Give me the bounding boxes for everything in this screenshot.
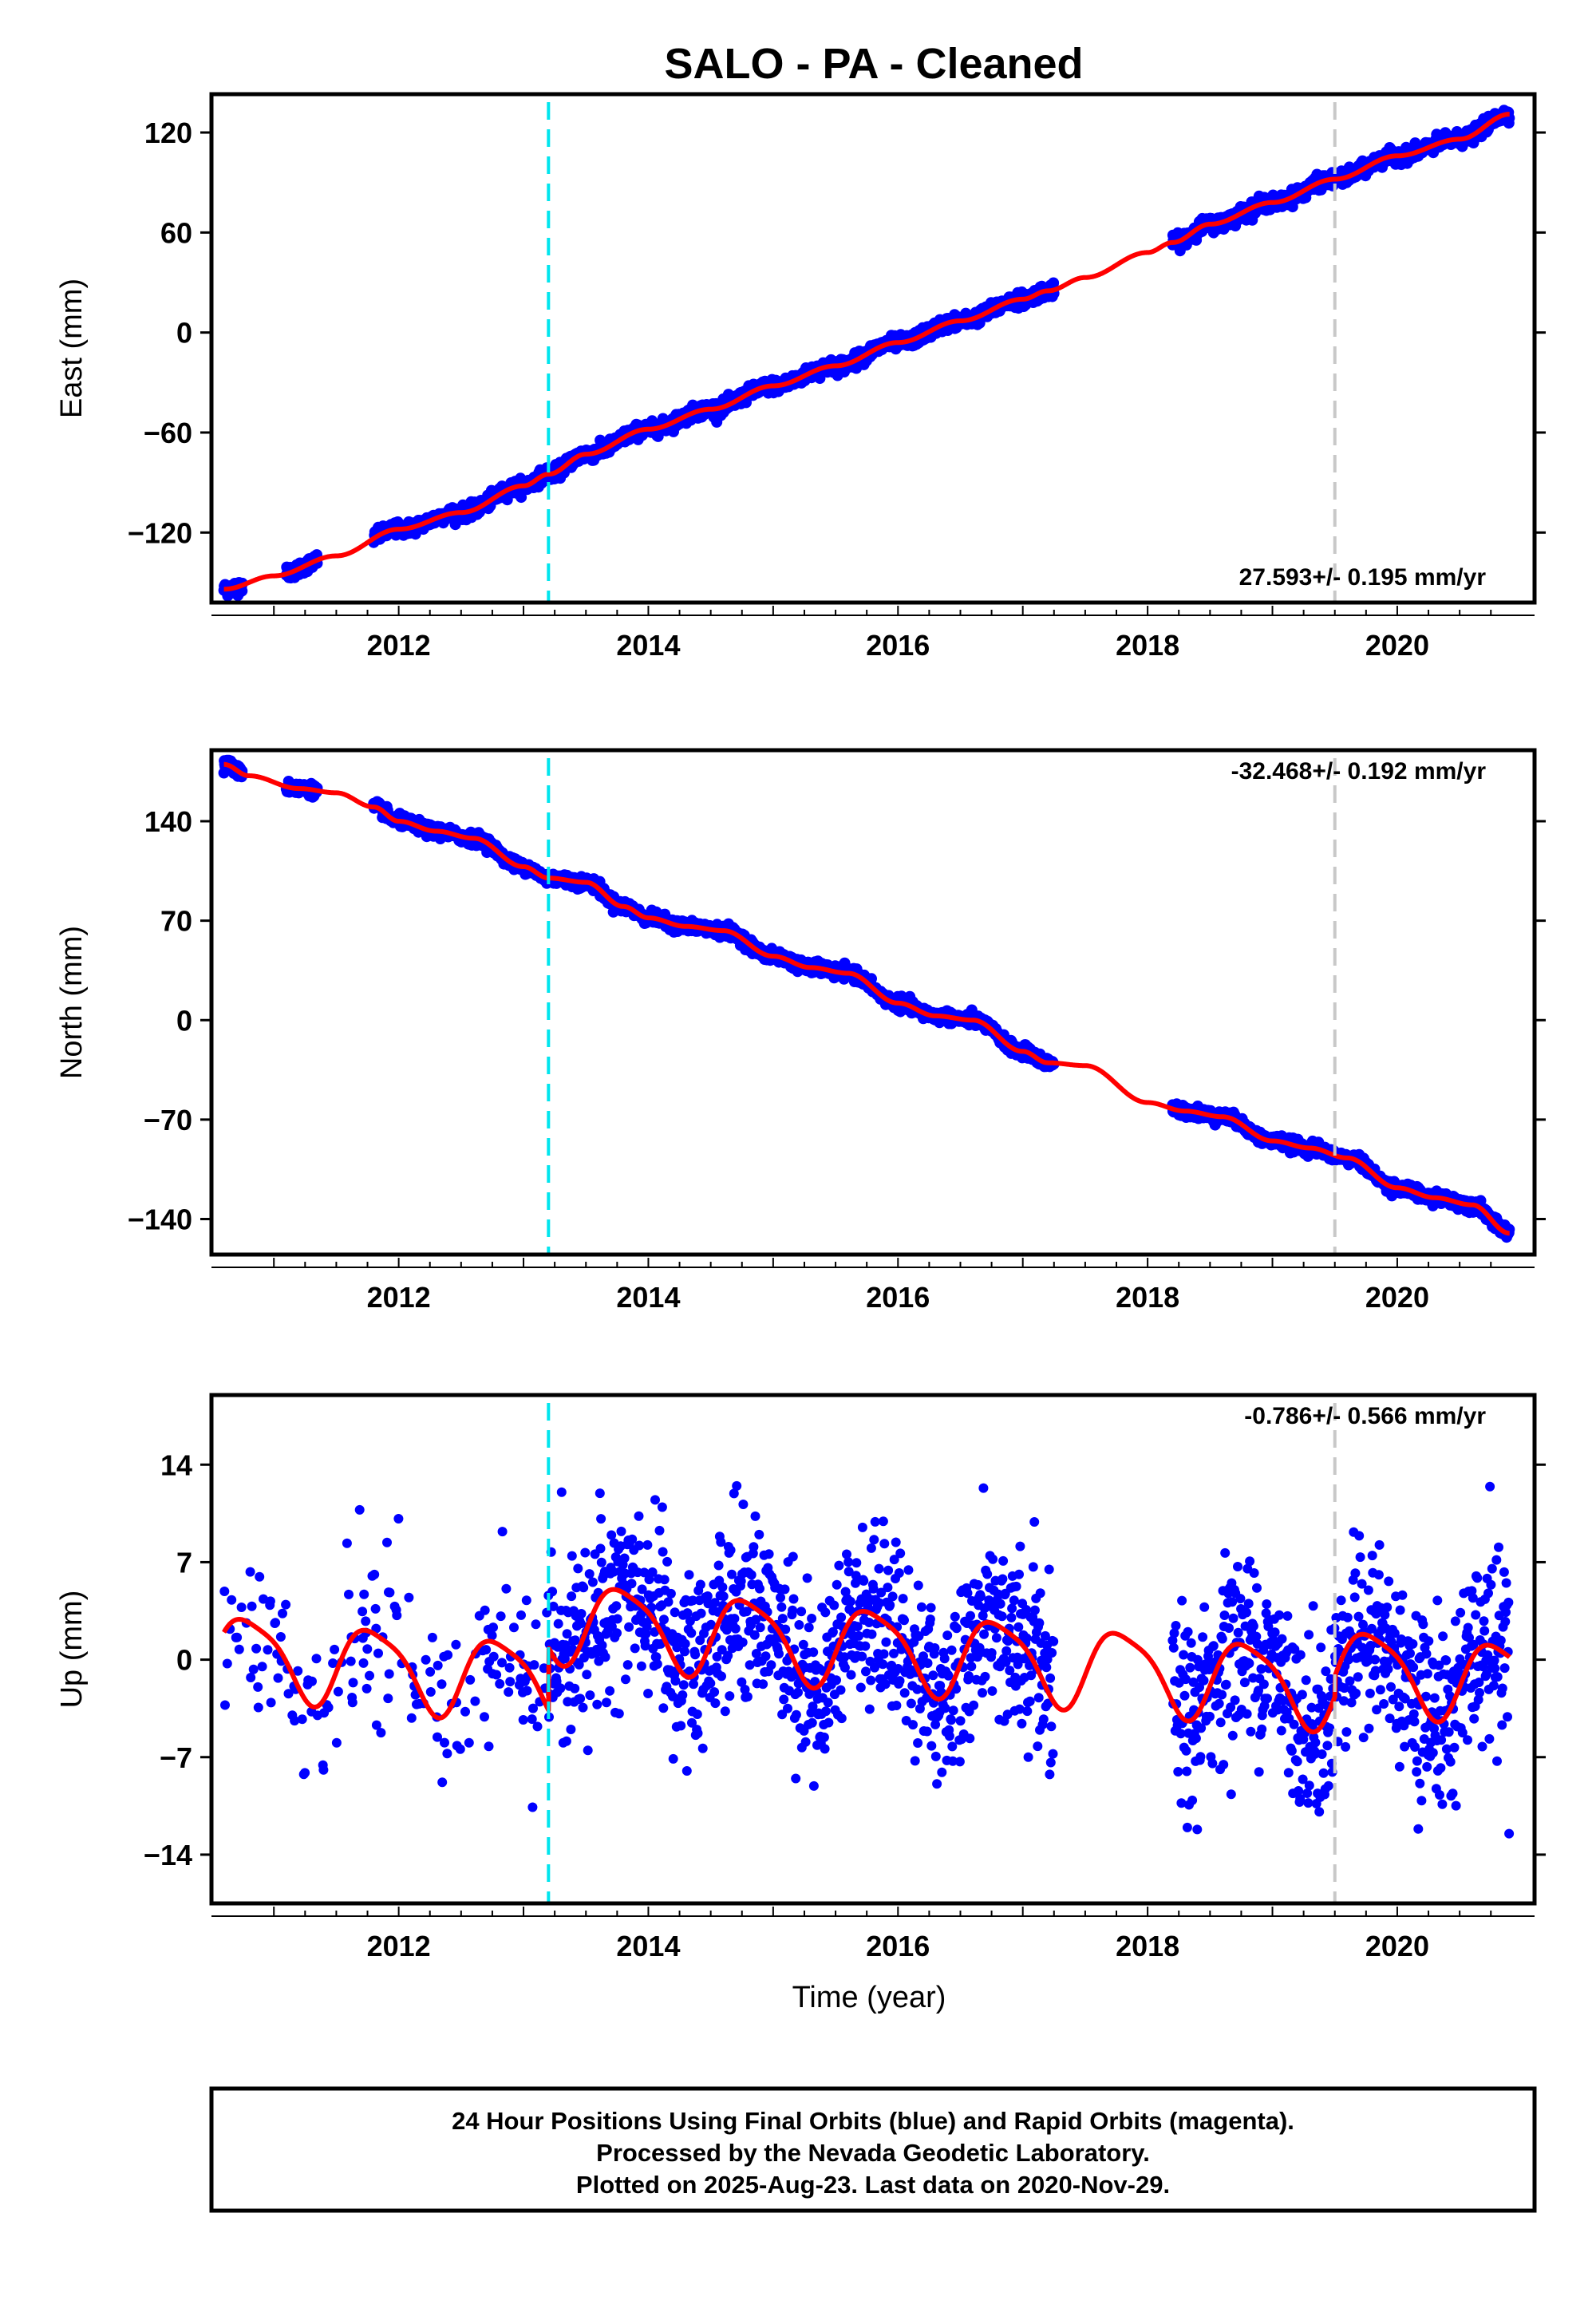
- x-tick-label: 2012: [367, 629, 431, 662]
- x-tick-label: 2018: [1116, 629, 1179, 662]
- y-axis-title: East (mm): [55, 279, 89, 418]
- x-tick-label: 2014: [616, 629, 680, 662]
- y-tick-label: 60: [160, 216, 192, 249]
- y-tick-label: −60: [144, 417, 192, 449]
- y-tick-label: −120: [128, 516, 192, 549]
- rate-label: 27.593+/- 0.195 mm/yr: [1239, 564, 1487, 591]
- east-panel: 2012 2014 2016 2018 2020 120 60 0 −60 −120 East (m…: [55, 92, 1546, 662]
- y-tick-label: 120: [144, 117, 192, 149]
- x-tick-label: 2020: [1365, 629, 1429, 662]
- plot-content: [218, 102, 1515, 603]
- chart-title: SALO - PA - Cleaned: [664, 40, 1083, 88]
- y-tick-label: 0: [176, 317, 192, 350]
- x-tick-label: 2016: [866, 629, 930, 662]
